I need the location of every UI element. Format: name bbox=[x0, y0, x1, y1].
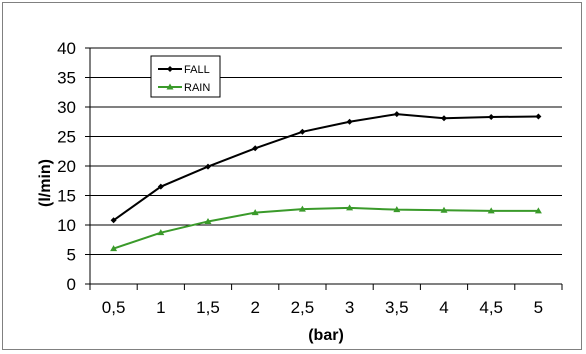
y-tick-label: 0 bbox=[67, 275, 76, 294]
x-tick-label: 1 bbox=[156, 298, 165, 317]
data-point bbox=[346, 204, 354, 211]
data-point bbox=[157, 183, 164, 190]
x-tick-label: 4,5 bbox=[479, 298, 503, 317]
data-point bbox=[393, 111, 400, 118]
x-tick-label: 1,5 bbox=[196, 298, 220, 317]
data-point bbox=[252, 145, 259, 152]
legend-marker bbox=[167, 66, 173, 72]
chart-frame bbox=[2, 2, 582, 350]
legend-label-fall: FALL bbox=[184, 64, 210, 76]
data-point bbox=[157, 229, 165, 236]
data-point bbox=[299, 128, 306, 135]
data-point bbox=[534, 207, 542, 214]
y-tick-labels: 0 5 10 15 20 25 30 35 40 bbox=[57, 39, 76, 294]
y-tick-label: 35 bbox=[57, 69, 76, 88]
data-point bbox=[488, 114, 495, 121]
y-tick-label: 40 bbox=[57, 39, 76, 58]
legend-box bbox=[150, 55, 221, 98]
x-tick-label: 5 bbox=[534, 298, 543, 317]
x-tick-label: 2 bbox=[250, 298, 259, 317]
y-tick-label: 10 bbox=[57, 216, 76, 235]
y-tick-label: 5 bbox=[67, 246, 76, 265]
x-tick-label: 2,5 bbox=[291, 298, 315, 317]
x-tick-label: 3,5 bbox=[385, 298, 409, 317]
y-tick-label: 30 bbox=[57, 98, 76, 117]
data-point bbox=[204, 217, 212, 224]
gridlines bbox=[85, 47, 562, 285]
x-axis-title: (bar) bbox=[308, 327, 344, 344]
data-point bbox=[251, 209, 259, 216]
data-point bbox=[440, 206, 448, 213]
x-tick-labels: 0,5 1 1,5 2 2,5 3 3,5 4 4,5 5 bbox=[102, 298, 543, 317]
y-axis-title: (l/min) bbox=[37, 159, 54, 207]
series-group bbox=[110, 111, 542, 252]
data-point bbox=[441, 115, 447, 122]
data-point bbox=[535, 113, 542, 120]
legend-label-rain: RAIN bbox=[184, 82, 210, 94]
data-point bbox=[110, 245, 118, 252]
data-point bbox=[205, 163, 211, 170]
axes bbox=[89, 48, 563, 290]
data-point bbox=[110, 217, 117, 224]
data-point bbox=[393, 206, 401, 213]
x-tick-label: 0,5 bbox=[102, 298, 126, 317]
legend: FALL RAIN bbox=[150, 55, 221, 98]
x-tick-label: 4 bbox=[439, 298, 448, 317]
y-tick-label: 25 bbox=[57, 128, 76, 147]
x-tick-label: 3 bbox=[345, 298, 354, 317]
legend-marker bbox=[166, 83, 174, 90]
y-tick-label: 15 bbox=[57, 187, 76, 206]
data-point bbox=[487, 207, 495, 214]
series-line-fall bbox=[113, 113, 539, 222]
data-point bbox=[346, 118, 353, 125]
data-point bbox=[298, 205, 306, 212]
y-tick-label: 20 bbox=[57, 157, 76, 176]
series-line-rain bbox=[113, 206, 539, 250]
